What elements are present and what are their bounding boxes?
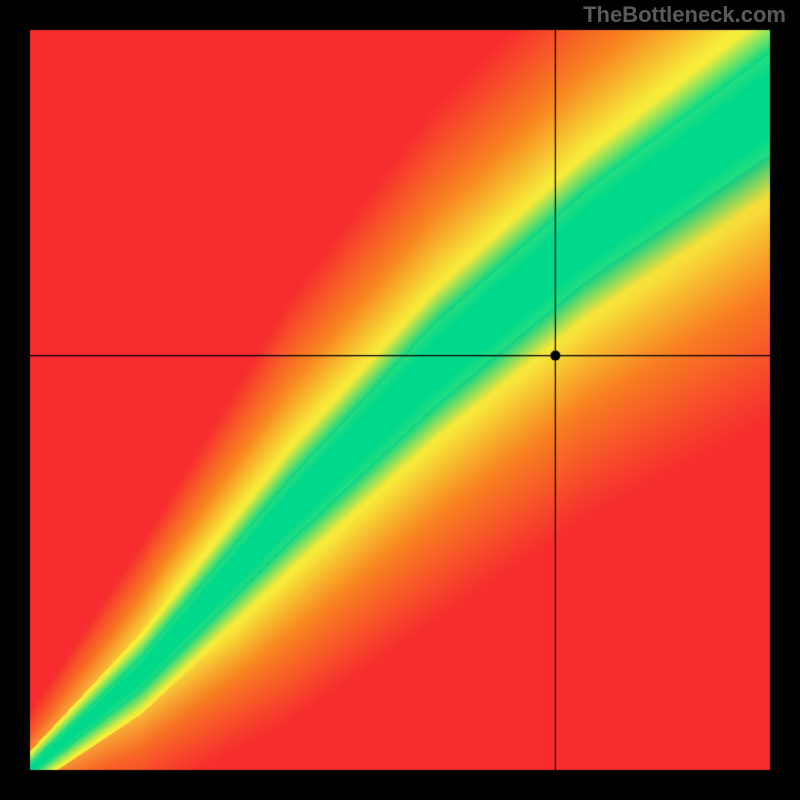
chart-container: TheBottleneck.com — [0, 0, 800, 800]
bottleneck-heatmap — [0, 0, 800, 800]
watermark-text: TheBottleneck.com — [583, 2, 786, 28]
